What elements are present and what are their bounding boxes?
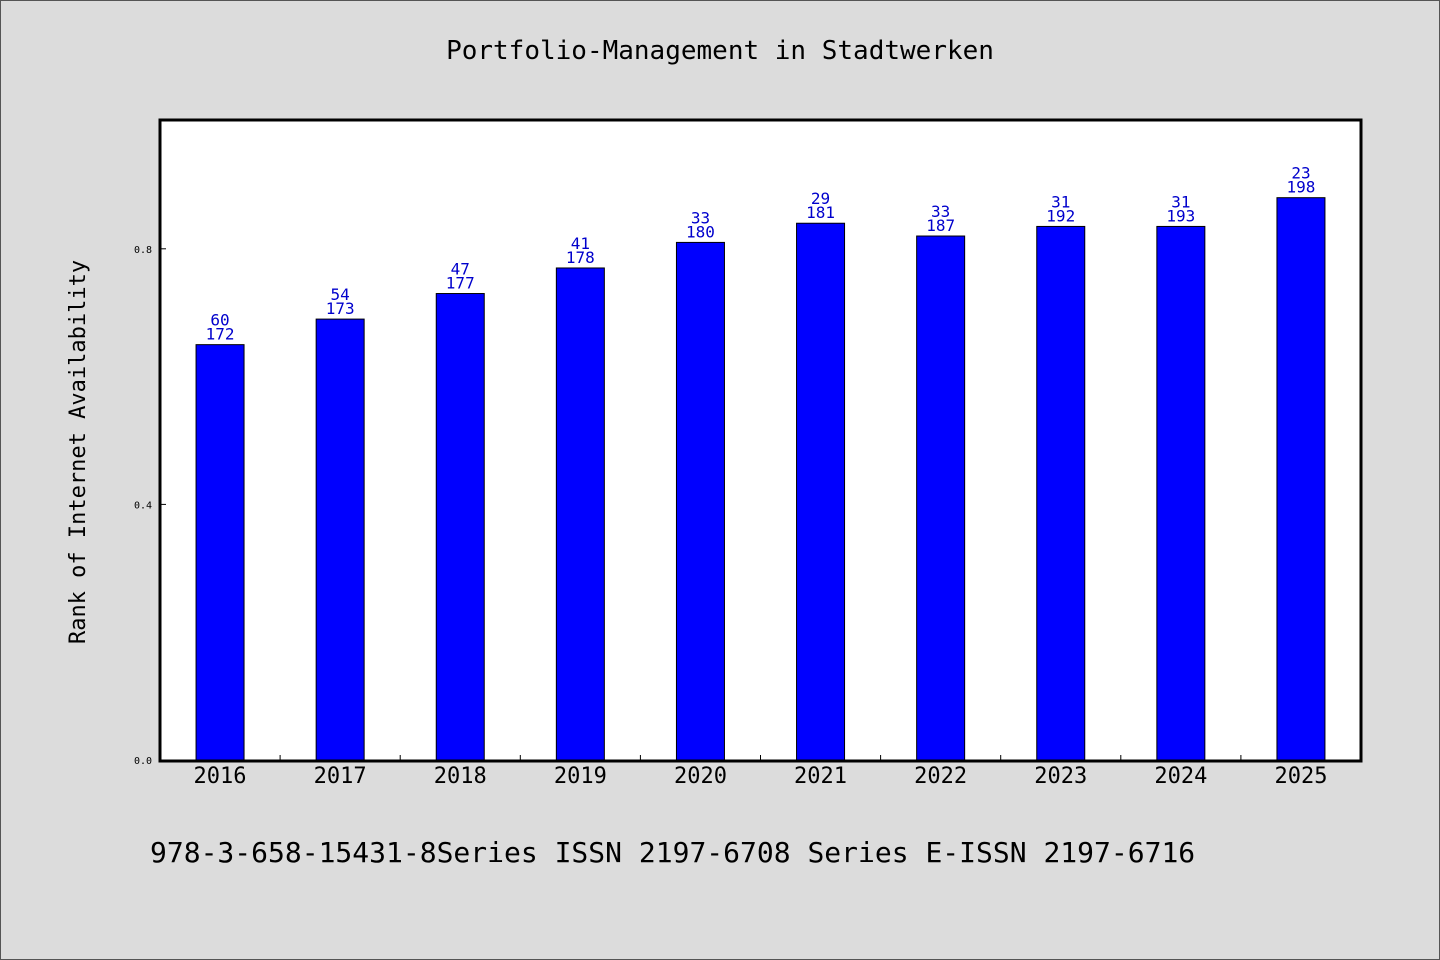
y-tick-label: 0.8 (134, 245, 152, 256)
x-tick-label: 2017 (314, 764, 367, 789)
data-label-bottom: 172 (206, 325, 235, 344)
y-tick-label: 0.4 (134, 500, 152, 511)
data-label-top: 41 (571, 234, 590, 253)
data-label-bottom: 192 (1046, 206, 1075, 225)
x-tick-label: 2023 (1034, 764, 1087, 789)
bar (195, 344, 245, 761)
bar (675, 241, 725, 761)
bar (916, 235, 966, 761)
data-label-top: 47 (451, 260, 470, 279)
data-label-bottom: 181 (806, 203, 835, 222)
data-label-top: 29 (811, 189, 830, 208)
y-axis-label: Rank of Internet Availability (66, 260, 91, 644)
x-tick-label: 2020 (674, 764, 727, 789)
data-label-bottom: 180 (686, 222, 715, 241)
x-tick-label: 2024 (1154, 764, 1207, 789)
chart-title: Portfolio-Management in Stadtwerken (446, 36, 994, 66)
bar (435, 293, 485, 761)
data-label-bottom: 198 (1286, 178, 1315, 197)
footer-isbn-text: 978-3-658-15431-8Series ISSN 2197-6708 S… (150, 836, 1196, 869)
x-tick-label: 2025 (1274, 764, 1327, 789)
bars (195, 197, 1326, 761)
data-label-bottom: 178 (566, 248, 595, 267)
data-label-top: 31 (1051, 192, 1070, 211)
data-label-top: 60 (210, 311, 229, 330)
data-label-top: 54 (331, 285, 350, 304)
bar (1156, 225, 1206, 761)
data-label-top: 33 (691, 208, 710, 227)
x-tick-label: 2021 (794, 764, 847, 789)
data-label-top: 33 (931, 202, 950, 221)
x-tick-label: 2018 (434, 764, 487, 789)
data-label-bottom: 173 (326, 299, 355, 318)
bar (1036, 225, 1086, 761)
x-tick-label: 2019 (554, 764, 607, 789)
x-tick-label: 2022 (914, 764, 967, 789)
bar (796, 222, 846, 761)
data-label-bottom: 193 (1166, 206, 1195, 225)
bar (555, 267, 605, 761)
data-label-top: 23 (1291, 164, 1310, 183)
data-label-bottom: 187 (926, 216, 955, 235)
data-label-bottom: 177 (446, 274, 475, 293)
y-tick-label: 0.0 (134, 756, 152, 767)
x-axis-ticks: 2016 2017 2018 2019 2020 2021 2022 2023 2024 2025 (194, 755, 1327, 789)
bar (315, 318, 365, 761)
x-tick-label: 2016 (194, 764, 247, 789)
data-label-top: 31 (1171, 192, 1190, 211)
y-axis-ticks: 0.0 0.4 0.8 (134, 245, 166, 767)
bar (1276, 197, 1326, 761)
